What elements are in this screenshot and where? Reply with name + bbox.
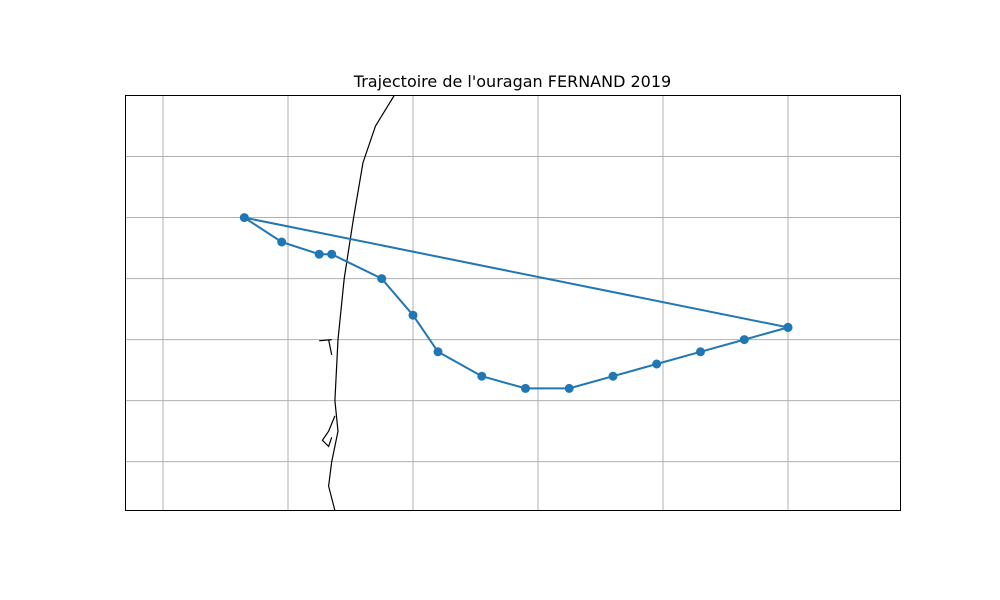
track-point-12	[314, 249, 324, 259]
coastline-segment-2	[319, 339, 332, 342]
track-point-3	[652, 359, 662, 369]
track-point-4	[608, 371, 618, 381]
coastline	[319, 95, 395, 511]
track-point-9	[408, 310, 418, 320]
track-line	[243, 216, 789, 390]
gridlines	[125, 95, 901, 511]
coastline-segment-1	[328, 339, 333, 356]
track-point-8	[433, 347, 443, 357]
track-point-7	[477, 371, 487, 381]
coastline-segment-3	[321, 415, 336, 448]
track-point-5	[564, 383, 574, 393]
map-frame	[125, 95, 901, 511]
track-point-13	[277, 237, 287, 247]
track-point-2	[696, 347, 705, 357]
track-point-10	[377, 274, 387, 284]
map-title: Trajectoire de l'ouragan FERNAND 2019	[353, 72, 671, 91]
hurricane-track	[239, 213, 793, 393]
track-point-6	[521, 383, 530, 393]
track-point-11	[327, 249, 337, 259]
track-point-14	[239, 213, 249, 223]
coastline-segment-0	[327, 95, 395, 511]
track-point-15	[783, 322, 793, 332]
track-point-1	[739, 335, 749, 345]
